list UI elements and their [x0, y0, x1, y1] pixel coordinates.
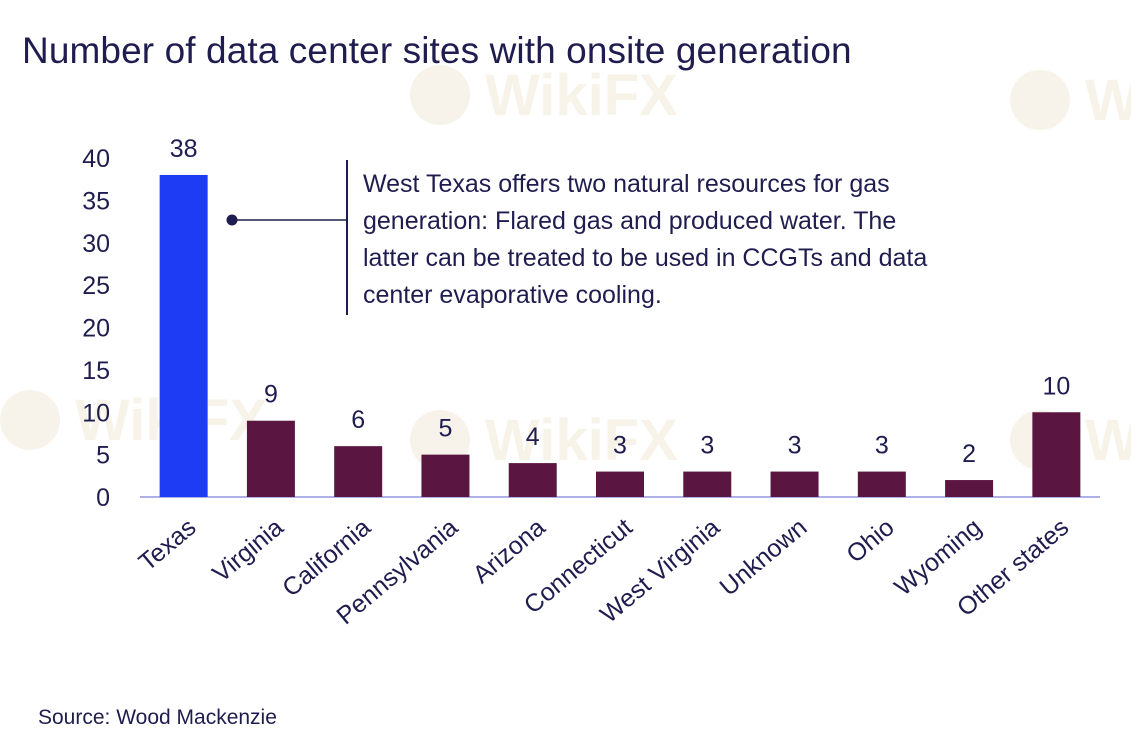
watermark-text: WikiFX — [1085, 408, 1131, 473]
bar — [1032, 412, 1081, 497]
data-label: 10 — [1042, 372, 1070, 400]
x-tick-label: Arizona — [468, 513, 551, 589]
bar — [945, 480, 994, 497]
data-label: 3 — [875, 432, 889, 460]
y-tick-label: 35 — [82, 187, 110, 215]
data-label: 4 — [526, 423, 540, 451]
y-tick-label: 10 — [82, 399, 110, 427]
watermark-logo-icon — [0, 390, 60, 450]
x-tick-label: Virginia — [207, 513, 289, 588]
bar — [770, 471, 819, 497]
watermark-logo-icon — [1010, 70, 1070, 130]
x-tick-label: Ohio — [841, 513, 899, 568]
data-label: 3 — [700, 432, 714, 460]
data-label-group: 38 9 6 5 4 3 3 3 3 2 10 — [170, 135, 1071, 468]
bar — [421, 454, 470, 497]
bar — [596, 471, 644, 497]
data-label: 3 — [788, 432, 802, 460]
data-label: 5 — [439, 415, 453, 443]
data-label: 2 — [962, 440, 976, 468]
y-tick-label: 30 — [82, 230, 110, 258]
annotation-text-line: latter can be treated to be used in CCGT… — [363, 244, 927, 272]
bar — [159, 174, 208, 497]
data-label: 9 — [264, 381, 278, 409]
annotation-text-line: West Texas offers two natural resources … — [363, 170, 890, 198]
x-tick-label: Unknown — [715, 513, 813, 601]
y-tick-label: 25 — [82, 272, 110, 300]
bar — [508, 463, 557, 497]
watermark-text: WikiFX — [485, 63, 678, 128]
source-note: Source: Wood Mackenzie — [38, 706, 277, 729]
annotation-text-line: generation: Flared gas and produced wate… — [363, 207, 896, 235]
y-tick-label: 0 — [96, 484, 110, 512]
y-tick-label: 5 — [96, 442, 110, 470]
watermark-text: WikiFX — [485, 408, 678, 473]
chart-title: Number of data center sites with onsite … — [22, 30, 852, 71]
bar — [246, 420, 295, 497]
watermark-text: WikiFX — [1085, 68, 1131, 133]
y-tick-label: 15 — [82, 357, 110, 385]
bar-series — [159, 174, 1081, 497]
bar — [334, 446, 383, 497]
bar — [683, 471, 732, 497]
annotation-callout: West Texas offers two natural resources … — [226, 160, 927, 315]
annotation-text-line: center evaporative cooling. — [363, 281, 662, 309]
data-label: 6 — [351, 406, 365, 434]
data-label: 38 — [170, 135, 198, 163]
y-tick-label: 20 — [82, 315, 110, 343]
bar — [857, 471, 906, 497]
watermark-logo-icon — [410, 65, 470, 125]
y-tick-label: 40 — [82, 145, 110, 173]
data-label: 3 — [613, 432, 627, 460]
x-tick-label: Texas — [133, 513, 201, 576]
y-axis: 0 5 10 15 20 25 30 35 40 — [82, 145, 110, 512]
